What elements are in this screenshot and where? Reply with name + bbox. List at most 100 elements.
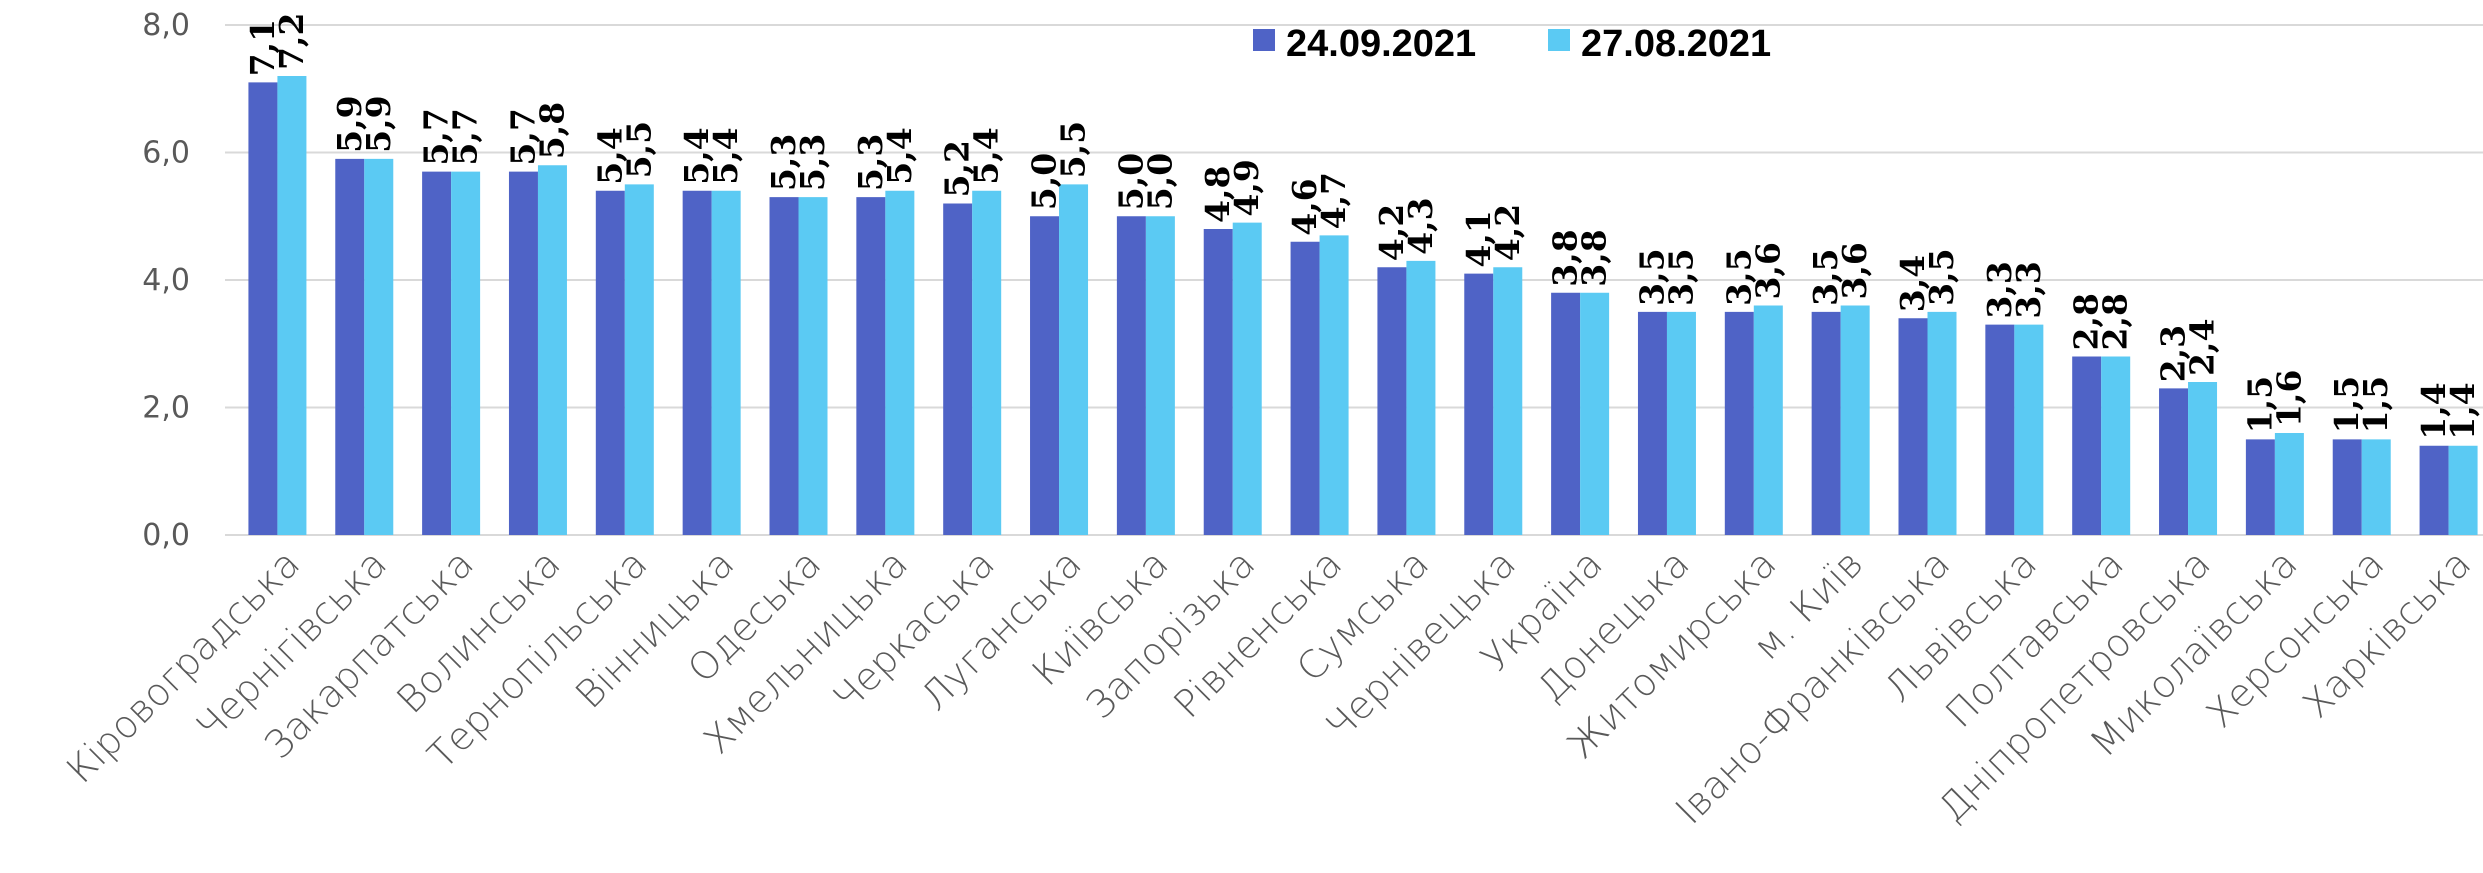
bar-series-1 <box>248 82 278 535</box>
bar-series-2 <box>364 158 394 535</box>
bar-series-1 <box>1290 241 1320 535</box>
bar-series-1 <box>2072 356 2102 535</box>
bar-series-2 <box>1580 292 1610 535</box>
bar-series-2 <box>1145 216 1175 535</box>
data-label-series-1: 1,5 <box>2240 376 2279 433</box>
data-label-series-1: 5,3 <box>851 134 890 191</box>
bar-series-2 <box>537 165 567 535</box>
bar-series-2 <box>2448 445 2478 535</box>
data-label-series-1: 3,4 <box>1893 255 1932 312</box>
bar-series-1 <box>769 197 799 535</box>
data-label-series-2: 5,8 <box>532 102 571 159</box>
bar-series-2 <box>2101 356 2131 535</box>
data-label-series-1: 3,5 <box>1719 248 1758 305</box>
data-label-series-1: 4,8 <box>1198 166 1237 223</box>
bar-series-2 <box>2274 433 2304 535</box>
bar-series-2 <box>2361 439 2391 535</box>
data-label-series-1: 3,3 <box>1980 261 2019 318</box>
data-label-series-2: 2,8 <box>2096 293 2135 350</box>
data-label-series-2: 3,6 <box>1835 242 1874 299</box>
data-label-layer: 7,17,25,95,9 5,75,7 5,75,8 5,45,5 5,45,4 5,35… <box>243 13 2482 440</box>
data-label-series-2: 4,7 <box>1314 172 1353 229</box>
data-label-series-2: 1,5 <box>2356 376 2395 433</box>
data-label-series-1: 4,6 <box>1285 178 1324 235</box>
bar-series-2 <box>1493 267 1523 535</box>
legend-label-series-2: 27.08.2021 <box>1581 23 1771 65</box>
bar-series-2 <box>1232 222 1262 535</box>
bar-series-1 <box>595 190 625 535</box>
bar-series-2 <box>711 190 741 535</box>
data-label-series-1: 5,7 <box>503 108 542 165</box>
data-label-series-1: 4,1 <box>1459 210 1498 267</box>
bar-series-1 <box>682 190 712 535</box>
bar-series-2 <box>1059 184 1089 535</box>
data-label-series-1: 5,0 <box>1111 153 1150 210</box>
bar-series-1 <box>2419 445 2449 535</box>
data-label-series-2: 2,4 <box>2183 319 2222 376</box>
data-label-series-1: 2,8 <box>2067 293 2106 350</box>
data-label-series-1: 5,4 <box>677 127 716 184</box>
bar-series-2 <box>2188 382 2218 535</box>
bar-series-1 <box>335 158 365 535</box>
bar-series-1 <box>2332 439 2362 535</box>
legend: 24.09.2021 27.08.2021 <box>1253 23 1771 65</box>
bar-series-2 <box>624 184 654 535</box>
bar-series-1 <box>422 171 452 535</box>
data-label-series-2: 3,8 <box>1575 229 1614 286</box>
bar-series-2 <box>1319 235 1349 535</box>
bar-series-1 <box>1637 311 1667 535</box>
bar-series-2 <box>798 197 828 535</box>
data-label-series-2: 5,9 <box>359 95 398 152</box>
data-label-series-2: 1,4 <box>2443 382 2482 439</box>
data-label-series-1: 1,5 <box>2327 376 2366 433</box>
data-label-series-2: 5,5 <box>619 121 658 178</box>
bar-series-2 <box>1406 260 1436 535</box>
bar-series-2 <box>885 190 915 535</box>
bar-series-1 <box>1377 267 1407 535</box>
data-label-series-1: 3,5 <box>1806 248 1845 305</box>
data-label-series-1: 3,8 <box>1546 229 1585 286</box>
data-label-series-2: 3,5 <box>1922 248 1961 305</box>
data-label-series-1: 5,9 <box>330 95 369 152</box>
bar-series-1 <box>1811 311 1841 535</box>
bar-series-1 <box>1724 311 1754 535</box>
bar-layer <box>248 76 2478 535</box>
y-tick-label: 0,0 <box>142 518 190 553</box>
data-label-series-1: 1,4 <box>2414 382 2453 439</box>
axis-layer: 0,02,04,06,08,0КіровоградськаЧернігівськ… <box>58 8 2479 833</box>
data-label-series-2: 5,4 <box>880 127 919 184</box>
bar-series-1 <box>1551 292 1581 535</box>
data-label-series-1: 5,0 <box>1025 153 1064 210</box>
bar-series-1 <box>1116 216 1146 535</box>
y-tick-label: 8,0 <box>142 8 190 43</box>
data-label-series-1: 4,2 <box>1372 204 1411 261</box>
bar-series-2 <box>1840 305 1870 535</box>
data-label-series-1: 7,1 <box>243 19 282 76</box>
bar-series-2 <box>972 190 1002 535</box>
bar-series-2 <box>2014 324 2044 535</box>
data-label-series-2: 1,6 <box>2269 370 2308 427</box>
bar-series-1 <box>1464 273 1494 535</box>
bar-series-1 <box>2245 439 2275 535</box>
data-label-series-2: 4,3 <box>1401 197 1440 254</box>
bar-series-1 <box>1898 318 1928 535</box>
y-tick-label: 4,0 <box>142 263 190 298</box>
data-label-series-2: 5,4 <box>967 127 1006 184</box>
data-label-series-2: 5,7 <box>446 108 485 165</box>
data-label-series-1: 5,4 <box>590 127 629 184</box>
data-label-series-2: 3,6 <box>1748 242 1787 299</box>
bar-series-2 <box>1927 311 1957 535</box>
bar-series-2 <box>277 76 307 535</box>
data-label-series-1: 5,2 <box>938 140 977 197</box>
data-label-series-2: 3,3 <box>2009 261 2048 318</box>
data-label-series-1: 5,3 <box>764 134 803 191</box>
y-tick-label: 2,0 <box>142 391 190 426</box>
data-label-series-2: 5,4 <box>706 127 745 184</box>
legend-label-series-1: 24.09.2021 <box>1286 23 1476 65</box>
data-label-series-2: 5,0 <box>1140 153 1179 210</box>
bar-series-1 <box>943 203 973 535</box>
bar-series-2 <box>1666 311 1696 535</box>
data-label-series-2: 5,3 <box>793 134 832 191</box>
